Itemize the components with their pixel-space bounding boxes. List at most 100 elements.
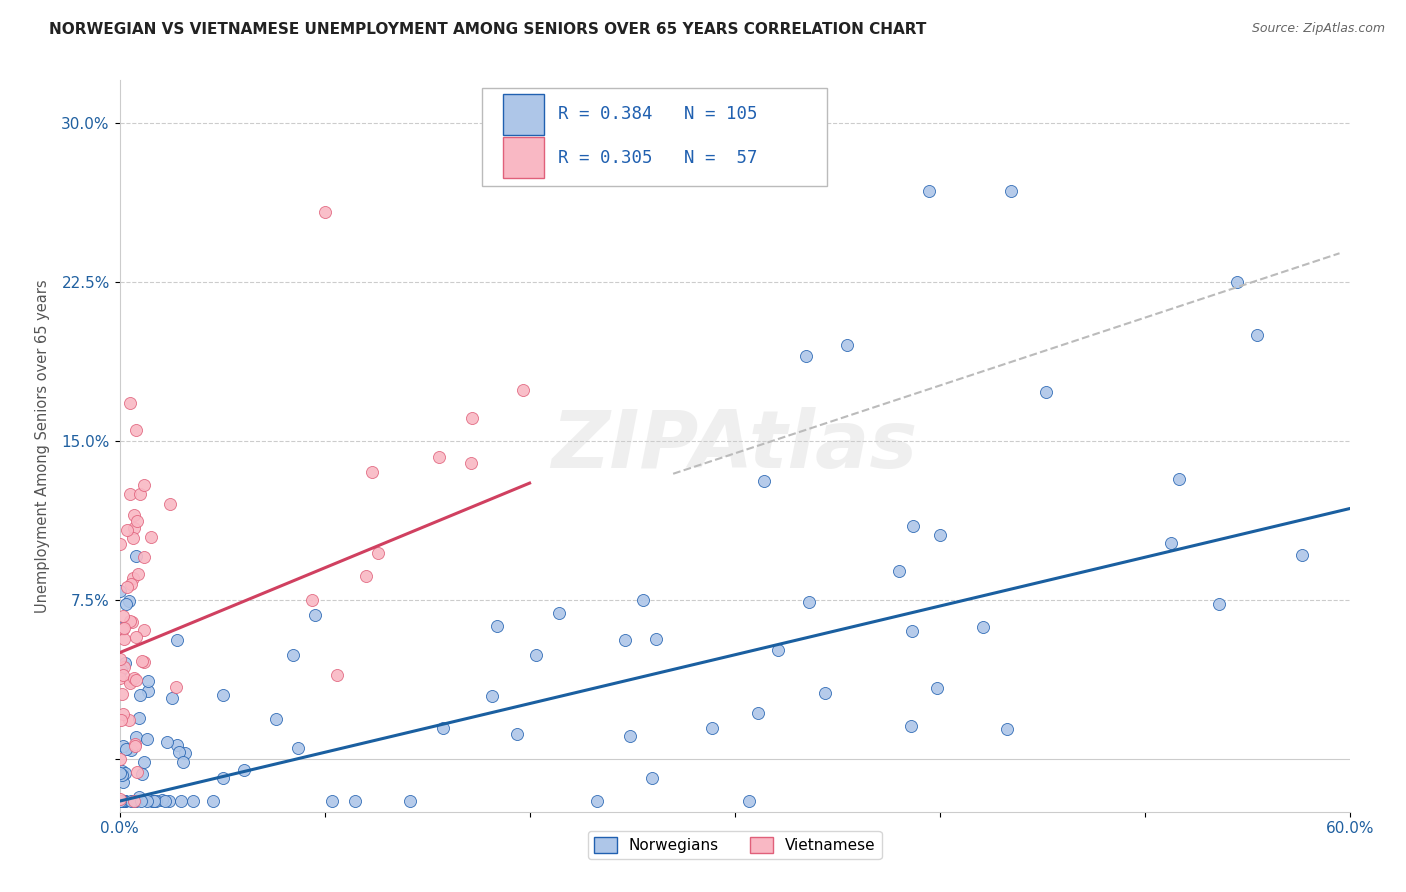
Point (150, 793, 173, 807)
Legend: Norwegians, Vietnamese: Norwegians, Vietnamese (588, 830, 882, 859)
Point (170, 794, 193, 808)
Text: NORWEGIAN VS VIETNAMESE UNEMPLOYMENT AMONG SENIORS OVER 65 YEARS CORRELATION CHA: NORWEGIAN VS VIETNAMESE UNEMPLOYMENT AMO… (49, 22, 927, 37)
Point (174, 746, 197, 760)
Point (900, 624, 922, 638)
Point (108, 537, 131, 551)
Point (211, 688, 233, 702)
Point (747, 706, 769, 720)
Point (136, 684, 159, 698)
Point (131, 654, 153, 668)
Point (153, 794, 176, 808)
Point (1167, 472, 1189, 486)
Point (995, 723, 1018, 737)
Point (166, 739, 188, 753)
Point (125, 549, 148, 563)
Point (125, 794, 148, 808)
Point (120, 576, 142, 591)
Point (927, 681, 949, 695)
Point (112, 706, 135, 721)
Point (129, 486, 152, 500)
Point (797, 595, 820, 609)
Point (461, 411, 484, 425)
Point (124, 739, 146, 754)
Point (122, 531, 145, 545)
Point (506, 727, 529, 741)
Text: ZIPAtlas: ZIPAtlas (551, 407, 918, 485)
Point (115, 581, 138, 595)
Point (127, 566, 149, 581)
Point (108, 794, 131, 808)
Point (122, 571, 145, 585)
Point (108, 672, 131, 686)
Point (108, 765, 131, 780)
Point (120, 794, 142, 808)
Point (614, 632, 637, 647)
Point (125, 630, 148, 644)
Point (114, 657, 136, 671)
Point (360, 465, 382, 479)
Point (122, 794, 145, 808)
Point (460, 457, 482, 471)
Point (129, 688, 152, 702)
Point (972, 620, 994, 634)
Point (314, 204, 336, 219)
Point (160, 691, 183, 706)
Point (124, 673, 146, 688)
Point (111, 739, 134, 754)
Point (136, 732, 159, 747)
Point (122, 508, 145, 522)
Point (159, 497, 181, 511)
Point (702, 721, 724, 735)
Point (125, 731, 148, 745)
Point (166, 633, 188, 648)
Point (1160, 535, 1182, 549)
Text: R = 0.384   N = 105: R = 0.384 N = 105 (558, 105, 758, 123)
Point (167, 745, 190, 759)
Point (128, 789, 150, 804)
Point (738, 794, 761, 808)
Point (264, 712, 287, 726)
Point (301, 592, 323, 607)
Point (202, 794, 225, 808)
Point (141, 794, 163, 808)
Point (766, 643, 789, 657)
Point (118, 714, 141, 728)
Point (122, 521, 145, 535)
Point (120, 675, 142, 690)
Point (304, 607, 326, 622)
Point (110, 713, 132, 727)
Point (111, 609, 134, 624)
Point (131, 767, 153, 781)
Point (111, 794, 134, 808)
Point (287, 741, 309, 756)
Point (344, 794, 367, 808)
Point (1000, 184, 1022, 198)
Point (112, 775, 135, 789)
Point (181, 794, 204, 808)
Point (367, 545, 389, 559)
Point (120, 743, 142, 757)
Point (485, 619, 508, 633)
Point (142, 794, 165, 808)
Point (887, 564, 910, 578)
Point (111, 764, 134, 778)
Point (108, 794, 131, 808)
Point (139, 530, 162, 544)
Point (114, 660, 136, 674)
Point (110, 664, 132, 678)
Point (112, 794, 135, 808)
Point (112, 794, 135, 808)
Point (321, 794, 343, 808)
Point (631, 592, 654, 607)
Point (118, 395, 141, 409)
Point (900, 719, 922, 733)
Point (111, 794, 134, 808)
Point (114, 794, 136, 808)
Point (1246, 327, 1268, 342)
Point (156, 734, 179, 748)
Point (918, 184, 941, 198)
Point (111, 622, 134, 636)
Point (132, 756, 155, 770)
Point (128, 711, 150, 725)
Point (110, 794, 132, 808)
